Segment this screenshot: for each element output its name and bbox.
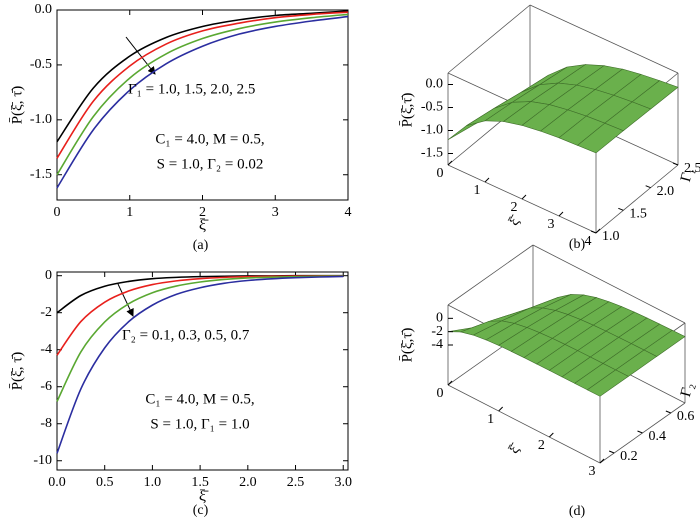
x-tick-label: 0 xyxy=(54,205,61,220)
y-tick-label: 0.2 xyxy=(620,449,638,464)
annotation: C₁ = 4.0, M = 0.5, xyxy=(155,131,264,147)
line xyxy=(56,13,349,176)
plot-frame xyxy=(56,271,349,471)
x-tick xyxy=(484,177,490,183)
y-tick-label: -4 xyxy=(40,342,52,357)
x-axis-label: ξ̄ xyxy=(506,440,525,456)
x-tick-label: 1 xyxy=(126,205,133,220)
x-tick-label: 2.5 xyxy=(287,475,305,490)
y-tick-label: -1.0 xyxy=(30,112,52,127)
annotation: S = 1.0, Γ₂ = 0.02 xyxy=(157,156,264,172)
y-tick-label: -2 xyxy=(40,305,52,320)
x-tick-label: 1 xyxy=(474,183,481,198)
x-tick xyxy=(558,211,564,217)
y-tick xyxy=(637,430,643,434)
x-tick-label: 0 xyxy=(437,386,444,401)
x-tick xyxy=(548,432,554,438)
y-tick-label: -0.5 xyxy=(30,57,52,72)
y-tick-label: -8 xyxy=(40,416,52,431)
y-tick xyxy=(590,230,597,234)
y-tick xyxy=(608,450,615,454)
y-tick xyxy=(665,410,672,414)
annotation: S = 1.0, Γ₁ = 1.0 xyxy=(150,416,249,432)
y-tick-label: 1.5 xyxy=(629,207,647,222)
x-axis-label: ξ̄ xyxy=(199,217,209,234)
x-tick-label: 3.0 xyxy=(334,475,352,490)
x-tick xyxy=(447,160,453,166)
line xyxy=(56,15,349,189)
y-tick-label: 1.0 xyxy=(602,229,620,244)
x-tick-label: 0.5 xyxy=(96,475,114,490)
y-tick-label: -6 xyxy=(40,379,52,394)
box-edge xyxy=(447,4,531,74)
line xyxy=(56,275,344,402)
z-tick-label: 0.0 xyxy=(426,77,444,92)
y-tick-label: 2.0 xyxy=(657,184,675,199)
x-tick-label: 0.0 xyxy=(48,475,66,490)
caption: (c) xyxy=(193,503,209,518)
x-tick-label: 2 xyxy=(199,205,206,220)
annotation: C₁ = 4.0, M = 0.5, xyxy=(145,391,254,407)
z-tick-label: -2 xyxy=(431,324,443,339)
y-tick-label: 2.5 xyxy=(684,161,700,176)
y-tick-label: 0.0 xyxy=(35,2,53,17)
box-edge xyxy=(595,164,679,234)
y-tick-label: 0.4 xyxy=(649,429,667,444)
box-edge xyxy=(447,384,601,464)
line xyxy=(56,11,349,159)
caption: (d) xyxy=(569,504,586,519)
surface-patch xyxy=(586,369,629,397)
z-tick-label: 0 xyxy=(436,311,443,326)
z-axis-label: P̄(ξ̄,τ̄) xyxy=(399,93,415,128)
caption: (b) xyxy=(569,237,586,252)
x-tick xyxy=(498,406,504,412)
y-tick xyxy=(645,185,651,189)
z-axis-label: P̄(ξ̄,τ̄) xyxy=(399,328,415,363)
box-edge xyxy=(529,4,679,74)
x-tick-label: 1.0 xyxy=(144,475,162,490)
x-tick xyxy=(447,380,453,386)
z-tick-label: -1.5 xyxy=(421,146,443,161)
y-tick xyxy=(618,207,624,211)
x-tick xyxy=(521,194,527,200)
x-tick-label: 3 xyxy=(589,464,596,479)
x-tick-label: 4 xyxy=(585,234,592,249)
x-tick-label: 2 xyxy=(538,438,545,453)
annotation: Γ₂ = 0.1, 0.3, 0.5, 0.7 xyxy=(122,327,250,343)
surface-patch xyxy=(576,122,624,154)
z-tick-label: -1.0 xyxy=(421,123,443,138)
arrow xyxy=(125,36,156,75)
line xyxy=(56,10,349,143)
x-tick-label: 3 xyxy=(272,205,279,220)
box-edge xyxy=(447,244,534,306)
y-tick xyxy=(672,162,679,166)
x-tick-label: 3 xyxy=(548,217,555,232)
y-axis-label: Γ₁ xyxy=(678,166,697,184)
line xyxy=(56,275,344,454)
arrow xyxy=(117,283,134,317)
x-tick-label: 1 xyxy=(487,412,494,427)
y-tick-label: 0 xyxy=(45,268,52,283)
y-tick-label: -1.5 xyxy=(30,167,52,182)
y-axis-label: Γ₂ xyxy=(678,381,697,399)
x-tick-label: 4 xyxy=(345,205,352,220)
x-tick-label: 2 xyxy=(511,200,518,215)
x-tick-label: 1.5 xyxy=(191,475,209,490)
annotation: Γ₁ = 1.0, 1.5, 2.0, 2.5 xyxy=(128,81,255,97)
x-tick-label: 2.0 xyxy=(239,475,257,490)
x-axis-label: ξ̄ xyxy=(199,488,209,505)
y-axis-label: P̄(ξ̄, τ̄) xyxy=(9,352,25,391)
x-tick xyxy=(595,228,601,234)
x-tick xyxy=(599,458,605,464)
z-tick-label: -4 xyxy=(431,337,443,352)
y-tick-label: -10 xyxy=(33,453,52,468)
caption: (a) xyxy=(193,238,209,253)
y-axis-label: P̄(ξ̄, τ̄) xyxy=(9,86,25,125)
x-tick-label: 0 xyxy=(437,166,444,181)
y-tick-label: 0.6 xyxy=(677,409,695,424)
box-edge xyxy=(532,244,686,324)
z-tick-label: -0.5 xyxy=(421,100,443,115)
